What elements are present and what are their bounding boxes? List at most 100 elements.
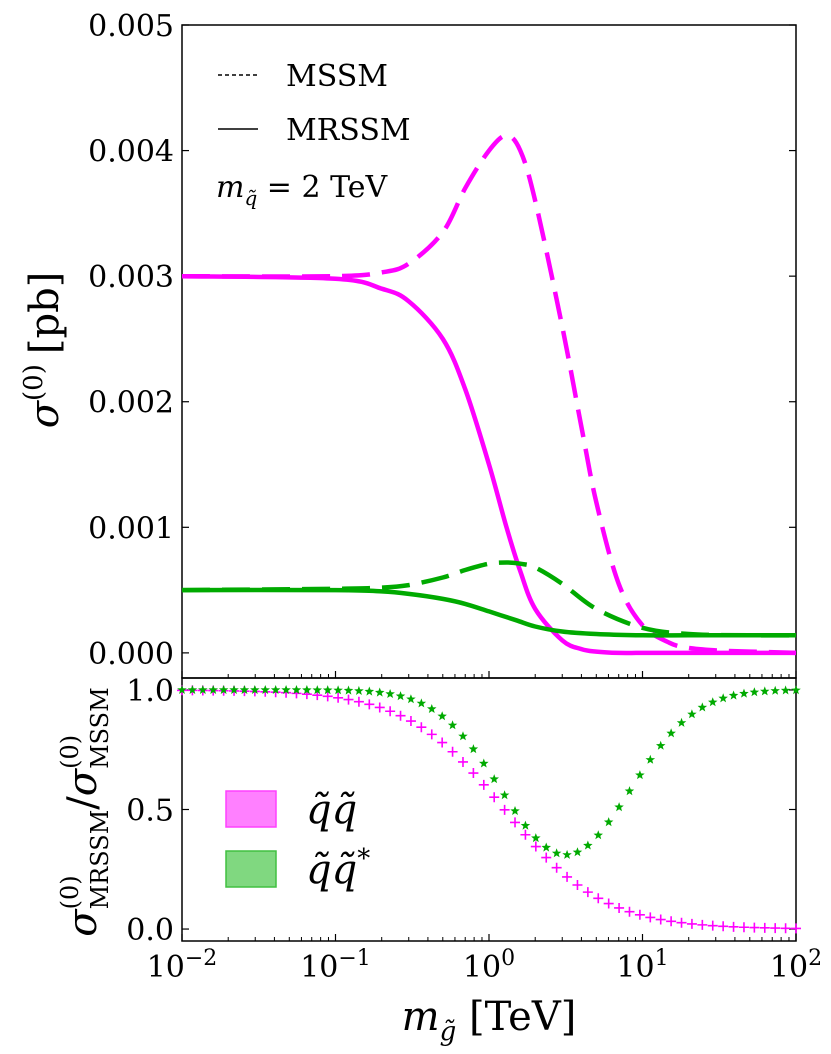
- squark-antisquark-ratio-point: [520, 820, 531, 830]
- squark-antisquark-ratio-point: [250, 685, 260, 694]
- squark-squark-ratio-point: [634, 909, 645, 920]
- squark-squark-ratio-point: [426, 729, 437, 740]
- legend-qqstar-swatch: [225, 850, 277, 888]
- squark-squark-ratio-point: [457, 756, 468, 767]
- squark-squark-ratio-point: [572, 880, 583, 891]
- top-y-tick-label: 0.005: [88, 9, 174, 44]
- bottom-y-tick-label: 1.0: [126, 674, 174, 709]
- squark-antisquark-ratio-point: [499, 790, 510, 800]
- squark-squark-ratio-point: [707, 920, 718, 931]
- squark-antisquark-ratio-point: [551, 848, 562, 858]
- squark-squark-ratio-point: [510, 817, 521, 828]
- bottom-series-group: [177, 685, 801, 934]
- top-y-tick-label: 0.000: [88, 637, 174, 672]
- squark-antisquark-ratio-point: [541, 842, 551, 852]
- squark-antisquark-ratio-point: [343, 685, 354, 695]
- squark-antisquark-ratio-point: [749, 687, 760, 697]
- squark-antisquark-ratio-point: [375, 687, 385, 697]
- squark-antisquark-ratio-point: [780, 685, 791, 695]
- top-plot-frame: [181, 24, 797, 679]
- squark-squark-ratio-point: [749, 922, 760, 933]
- x-tick-label: 101: [616, 946, 668, 985]
- squark-squark-ratio-point: [666, 916, 677, 927]
- squark-squark-ratio-point: [697, 919, 708, 930]
- top-y-tick-label: 0.001: [88, 511, 174, 546]
- squark-antisquark-ratio-point: [666, 728, 676, 738]
- squark-antisquark-ratio-point: [406, 694, 416, 704]
- squark-squark-ratio-point: [770, 923, 781, 934]
- squark-antisquark-ratio-point: [416, 698, 427, 708]
- squark-antisquark-ratio-point: [208, 685, 218, 694]
- squark-antisquark-ratio-point: [728, 690, 739, 700]
- squark-squark-ratio-point: [728, 921, 739, 932]
- squark-antisquark-ratio-point: [656, 740, 666, 750]
- squark-antisquark-ratio-point: [177, 685, 187, 694]
- legend-qqstar-label: q̃q̃*: [306, 844, 370, 893]
- squark-antisquark-ratio-point: [562, 849, 572, 859]
- squark-antisquark-ratio-point: [718, 693, 728, 703]
- squark-squark-ratio-point: [603, 898, 614, 909]
- squark-antisquark-ratio-point: [218, 685, 229, 694]
- squark-antisquark-ratio-point: [260, 685, 270, 694]
- squark-antisquark-ratio-point: [479, 758, 489, 768]
- top-y-tick-label: 0.002: [88, 386, 174, 421]
- top-y-tick-label: 0.004: [88, 135, 174, 170]
- squark-squark-ratio-point: [541, 852, 552, 863]
- squark-squark-ratio-point: [686, 918, 697, 929]
- squark-squark-ratio-point: [405, 716, 416, 727]
- legend-mssm-label: MSSM: [286, 59, 388, 94]
- squark-squark-ratio-point: [582, 887, 593, 898]
- x-tick-label: 102: [770, 946, 822, 985]
- squark-antisquark-ratio-point: [510, 806, 520, 815]
- squark-antisquark-ratio-point: [583, 840, 593, 850]
- x-tick-label: 10−2: [147, 946, 218, 985]
- squark-squark-ratio-point: [364, 699, 375, 710]
- squark-squark-ratio-point: [645, 912, 656, 923]
- bottom-ticks: 0.0 0.5 1.0 10−2 10−1 100 101 102: [126, 674, 822, 985]
- squark-squark-ratio-point: [478, 779, 489, 790]
- squark-squark-ratio-point: [624, 906, 635, 917]
- squark-antisquark-ratio-point: [614, 802, 624, 812]
- squark-antisquark-ratio-point: [676, 717, 687, 727]
- squark-antisquark-ratio-point: [697, 702, 708, 712]
- squark-squark-ratio-point: [759, 922, 770, 933]
- squark-squark-ratio-point: [551, 862, 562, 873]
- legend-mrssm-label: MRSSM: [286, 113, 411, 148]
- squark-antisquark-ratio-point: [333, 685, 343, 695]
- squark-antisquark-ratio-point: [229, 685, 239, 694]
- squark-antisquark-ratio-point: [427, 704, 437, 713]
- squark-antisquark-ratio-point: [458, 731, 468, 741]
- squark-antisquark-ratio-point: [531, 833, 541, 843]
- squark-squark-ratio-point: [614, 902, 625, 913]
- squark-squark-ratio-point: [593, 893, 604, 904]
- squark-antisquark-mssm-line: [181, 560, 797, 638]
- squark-squark-ratio-point: [489, 792, 500, 803]
- squark-antisquark-mrssm-line: [181, 587, 796, 638]
- squark-squark-ratio-point: [353, 696, 364, 707]
- squark-antisquark-ratio-point: [791, 685, 801, 695]
- squark-antisquark-ratio-point: [437, 711, 447, 721]
- top-series-group: [181, 133, 797, 656]
- squark-antisquark-ratio-point: [770, 685, 780, 695]
- squark-antisquark-ratio-point: [468, 744, 479, 754]
- squark-squark-mssm-line: [181, 133, 797, 656]
- squark-antisquark-ratio-point: [603, 817, 614, 827]
- squark-squark-ratio-point: [437, 737, 448, 748]
- squark-squark-ratio-point: [780, 923, 791, 934]
- squark-squark-ratio-point: [468, 768, 479, 779]
- squark-antisquark-ratio-point: [291, 685, 302, 694]
- squark-squark-ratio-point: [655, 914, 666, 925]
- squark-antisquark-ratio-point: [322, 685, 333, 695]
- squark-antisquark-ratio-point: [760, 686, 770, 696]
- squark-antisquark-ratio-point: [302, 685, 312, 695]
- squark-antisquark-ratio-point: [312, 685, 322, 695]
- squark-squark-ratio-point: [395, 710, 406, 721]
- x-tick-label: 10−1: [300, 946, 371, 985]
- x-tick-label: 100: [463, 946, 515, 985]
- bottom-y-axis-label: σ(0)MRSSM/σ(0)MSSM: [56, 687, 114, 936]
- squark-squark-ratio-point: [738, 922, 749, 933]
- squark-antisquark-ratio-point: [593, 830, 603, 840]
- bottom-y-tick-label: 0.0: [126, 913, 174, 948]
- squark-antisquark-ratio-point: [635, 770, 645, 780]
